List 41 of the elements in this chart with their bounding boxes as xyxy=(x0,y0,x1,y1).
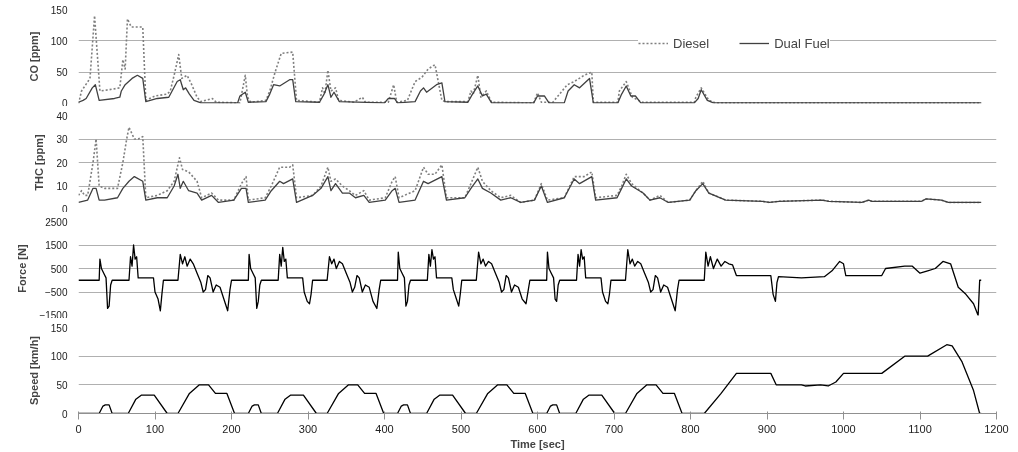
x-tick-label: 500 xyxy=(451,422,471,435)
y-tick-label: 0 xyxy=(61,408,68,420)
x-tick-label: 900 xyxy=(757,422,777,435)
y-tick-label: 150 xyxy=(50,322,68,334)
x-axis-title: Time [sec] xyxy=(510,437,565,450)
y-tick-label: −1500 xyxy=(39,309,68,321)
legend-label: Dual Fuel xyxy=(774,35,830,51)
y-tick-label: 1500 xyxy=(45,240,68,251)
x-tick-label: 0 xyxy=(75,422,82,435)
x-tick-label: 600 xyxy=(528,422,547,435)
x-tick-label: 100 xyxy=(145,422,165,435)
line-series xyxy=(78,244,982,316)
x-tick-label: 1000 xyxy=(831,422,856,435)
line-series xyxy=(78,173,982,204)
y-tick-label: 0 xyxy=(61,203,68,215)
x-tick-label: 1200 xyxy=(984,422,1009,435)
y-tick-label: 40 xyxy=(56,110,68,122)
y-tick-label: 50 xyxy=(56,67,68,79)
y-tick-label: 10 xyxy=(56,181,68,192)
y-tick-label: 2500 xyxy=(45,216,68,228)
y-tick-label: 50 xyxy=(56,379,68,391)
x-tick-label: 1100 xyxy=(908,422,932,435)
x-tick-label: 300 xyxy=(298,422,318,435)
x-tick-label: 800 xyxy=(681,422,700,435)
y-tick-label: 30 xyxy=(56,134,68,145)
y-tick-label: 100 xyxy=(50,351,68,363)
y-axis-title: CO [ppm] xyxy=(27,31,40,82)
line-series xyxy=(78,74,982,104)
legend-label: Diesel xyxy=(673,35,710,51)
y-tick-label: 20 xyxy=(56,157,68,169)
y-axis-title: Force [N] xyxy=(16,244,29,293)
x-tick-label: 200 xyxy=(222,422,241,435)
y-tick-label: 0 xyxy=(61,97,68,109)
y-tick-label: 150 xyxy=(50,4,68,16)
y-tick-label: 500 xyxy=(50,263,68,275)
x-tick-label: 400 xyxy=(375,422,394,435)
y-tick-label: 100 xyxy=(50,35,68,47)
y-axis-title: THC [ppm] xyxy=(33,134,46,191)
y-axis-title: Speed [km/h] xyxy=(27,335,40,406)
x-tick-label: 700 xyxy=(604,422,624,435)
y-tick-label: −500 xyxy=(44,287,68,298)
